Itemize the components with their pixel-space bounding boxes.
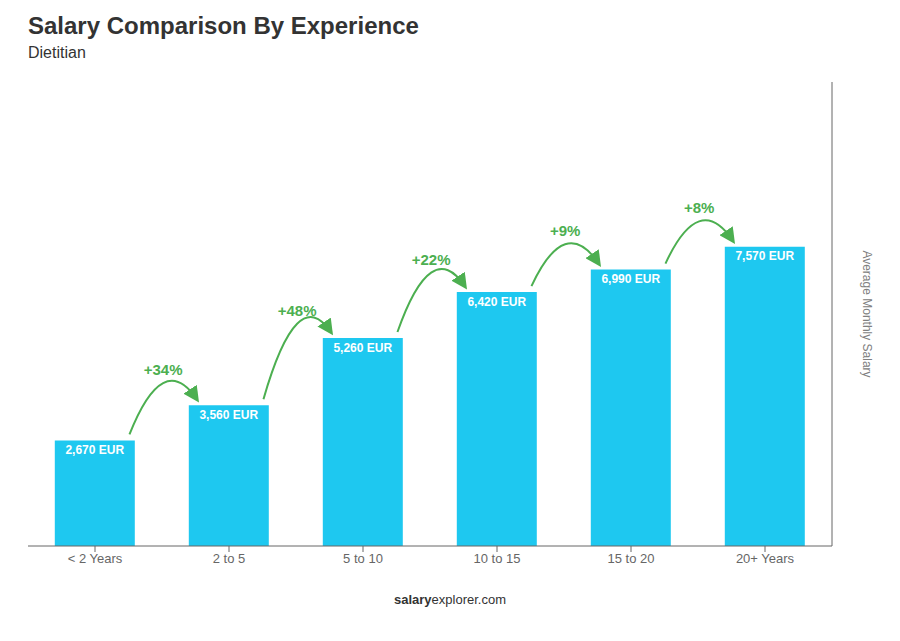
svg-text:+34%: +34%	[144, 361, 183, 378]
svg-text:2,670 EUR: 2,670 EUR	[65, 443, 124, 457]
svg-text:10 to 15: 10 to 15	[474, 551, 521, 566]
html-text:Dietitian: Dietitian	[28, 44, 86, 61]
svg-text:3,560 EUR: 3,560 EUR	[199, 408, 258, 422]
svg-text:5 to 10: 5 to 10	[343, 551, 383, 566]
svg-text:2 to 5: 2 to 5	[213, 551, 246, 566]
svg-text:+9%: +9%	[550, 222, 580, 239]
svg-text:7,570 EUR: 7,570 EUR	[735, 249, 794, 263]
html-text:salary explorer.com: salary explorer.com	[394, 592, 506, 607]
svg-text:5,260 EUR: 5,260 EUR	[333, 341, 392, 355]
svg-text:20+ Years: 20+ Years	[736, 551, 795, 566]
svg-text:6,990 EUR: 6,990 EUR	[601, 272, 660, 286]
svg-text:+8%: +8%	[684, 199, 714, 216]
svg-text:15 to 20: 15 to 20	[608, 551, 655, 566]
html-text:Salary Comparison By Experienc: Salary Comparison By Experience	[28, 12, 419, 39]
svg-text:6,420 EUR: 6,420 EUR	[467, 295, 526, 309]
svg-text:+22%: +22%	[412, 251, 451, 268]
svg-text:Average Monthly Salary: Average Monthly Salary	[860, 250, 874, 377]
svg-text:+48%: +48%	[278, 302, 317, 319]
svg-text:< 2 Years: < 2 Years	[68, 551, 123, 566]
